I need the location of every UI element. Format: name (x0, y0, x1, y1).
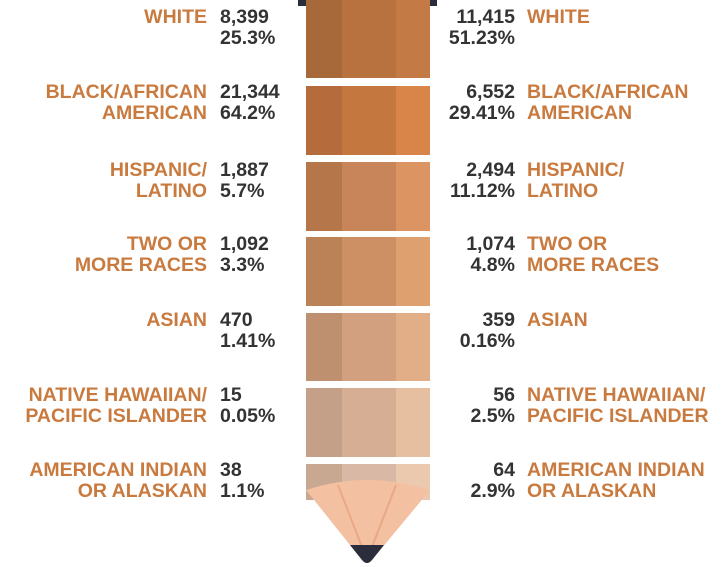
pencil-segment (342, 86, 396, 155)
pencil-segment (306, 237, 342, 306)
right-label: LATINO (527, 180, 598, 202)
pencil-segment (306, 86, 342, 155)
left-count: 470 (220, 309, 253, 331)
right-percent: 29.41% (449, 102, 515, 124)
right-count: 11,415 (456, 6, 515, 28)
pencil-segment (342, 237, 396, 306)
left-percent: 64.2% (220, 102, 275, 124)
pencil-segment (396, 237, 430, 306)
right-count: 64 (493, 459, 515, 481)
right-label: AMERICAN INDIAN (527, 459, 705, 481)
left-label: AMERICAN INDIAN (29, 459, 207, 481)
pencil-segment (306, 313, 342, 381)
right-label: HISPANIC/ (527, 159, 625, 181)
left-percent: 5.7% (220, 180, 264, 202)
left-label: AMERICAN (102, 102, 207, 124)
pencil-segment (342, 388, 396, 457)
right-label: AMERICAN (527, 102, 632, 124)
right-count: 2,494 (466, 159, 515, 181)
right-percent: 51.23% (449, 27, 515, 49)
infographic: WHITE 8,39925.3% 11,41551.23% WHITE BLACK/AF… (0, 0, 725, 567)
pencil-segment (342, 162, 396, 231)
left-label: OR ALASKAN (78, 480, 207, 502)
pencil-segment (306, 0, 342, 78)
pencil-segment (342, 313, 396, 381)
right-label: ASIAN (527, 309, 588, 331)
pencil-segment (306, 162, 342, 231)
left-label: MORE RACES (75, 254, 207, 276)
left-percent: 1.1% (220, 480, 264, 502)
right-percent: 2.9% (471, 480, 515, 502)
left-percent: 25.3% (220, 27, 275, 49)
left-percent: 3.3% (220, 254, 264, 276)
pencil-segment (396, 86, 430, 155)
left-percent: 0.05% (220, 405, 275, 427)
right-percent: 2.5% (471, 405, 515, 427)
left-label: HISPANIC/ (110, 159, 208, 181)
right-percent: 0.16% (460, 330, 515, 352)
left-count: 1,887 (220, 159, 269, 181)
right-count: 1,074 (466, 233, 515, 255)
left-label: PACIFIC ISLANDER (25, 405, 207, 427)
right-label: PACIFIC ISLANDER (527, 405, 709, 427)
right-label: MORE RACES (527, 254, 659, 276)
right-label: WHITE (527, 6, 590, 28)
pencil-segment (306, 388, 342, 457)
right-label: NATIVE HAWAIIAN/ (527, 384, 706, 406)
pencil-lead (350, 545, 384, 563)
left-count: 15 (220, 384, 242, 406)
right-label: OR ALASKAN (527, 480, 656, 502)
left-label: NATIVE HAWAIIAN/ (29, 384, 208, 406)
right-count: 359 (482, 309, 515, 331)
right-label: TWO OR (527, 233, 607, 255)
left-label: BLACK/AFRICAN (46, 81, 207, 103)
left-count: 38 (220, 459, 242, 481)
pencil-segment (342, 0, 396, 78)
pencil-segment (396, 162, 430, 231)
left-label: TWO OR (127, 233, 207, 255)
right-count: 56 (493, 384, 515, 406)
left-label: LATINO (136, 180, 207, 202)
pencil-tip (306, 480, 430, 563)
right-percent: 4.8% (471, 254, 515, 276)
left-label: ASIAN (146, 309, 207, 331)
pencil-segment (396, 0, 430, 78)
pencil-segment (396, 313, 430, 381)
left-count: 8,399 (220, 6, 269, 28)
right-percent: 11.12% (450, 180, 515, 202)
left-count: 1,092 (220, 233, 269, 255)
right-label: BLACK/AFRICAN (527, 81, 688, 103)
left-label: WHITE (144, 6, 207, 28)
pencil-segment (396, 388, 430, 457)
left-percent: 1.41% (220, 330, 275, 352)
pencil (306, 0, 430, 500)
right-count: 6,552 (466, 81, 515, 103)
left-count: 21,344 (220, 81, 280, 103)
